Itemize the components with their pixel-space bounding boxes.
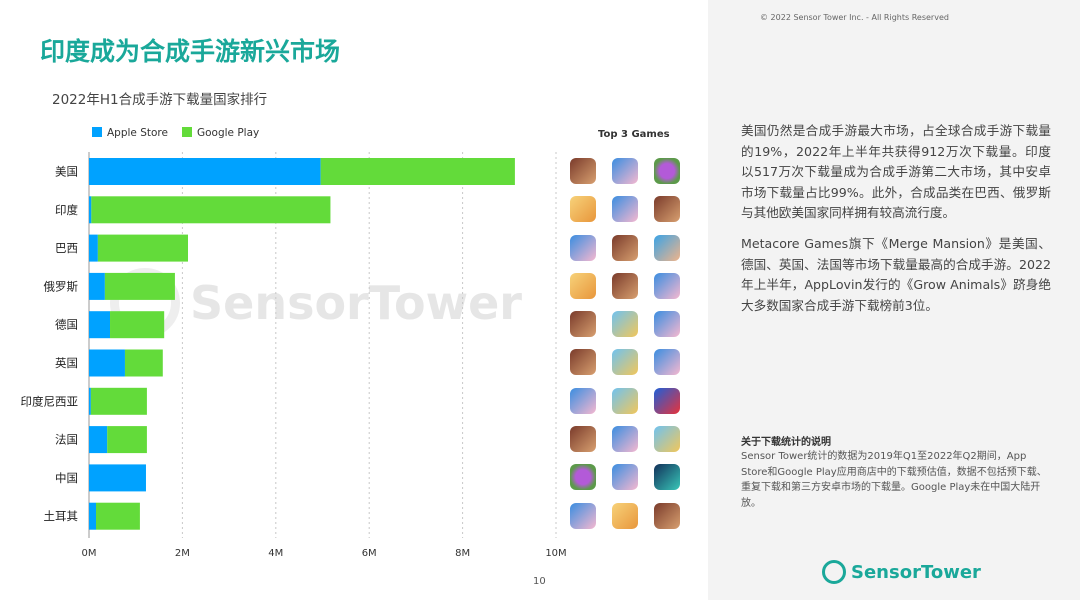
bar-google-0 — [320, 158, 515, 185]
game-icon-grow — [570, 387, 596, 414]
game-icon-egg — [570, 464, 596, 491]
bar-google-9 — [96, 502, 140, 530]
category-label: 法国 — [55, 433, 78, 447]
game-icon-mansion — [570, 426, 596, 453]
x-tick-label: 8M — [455, 548, 470, 559]
note-heading: 关于下载统计的说明 — [741, 437, 831, 448]
category-label: 美国 — [55, 165, 78, 179]
game-icon-mansion — [570, 349, 596, 376]
game-icon-grow — [612, 426, 638, 453]
logo-text: SensorTower — [851, 561, 981, 583]
category-label: 土耳其 — [44, 509, 79, 523]
legend: Apple Store Google Play — [92, 127, 259, 139]
x-tick-label: 4M — [268, 548, 283, 559]
game-icon-puzzle — [654, 464, 680, 491]
icon-row — [570, 349, 680, 387]
watermark-text: SensorTower — [190, 276, 522, 330]
icon-row — [570, 234, 680, 273]
category-label: 印度 — [55, 203, 78, 217]
page-number: 10 — [533, 576, 546, 587]
bar-apple-2 — [89, 234, 98, 262]
game-icon-boy — [654, 234, 680, 261]
game-icon-cat — [612, 502, 638, 529]
game-icon-egg — [654, 158, 680, 184]
game-icon-grow — [654, 311, 680, 338]
icon-row — [570, 272, 680, 311]
bar-apple-8 — [89, 464, 146, 492]
game-icon-cat — [570, 196, 596, 223]
icon-row — [570, 502, 680, 541]
chart-title: 2022年H1合成手游下载量国家排行 — [52, 92, 268, 108]
category-label: 中国 — [55, 471, 78, 485]
game-icon-mansion — [654, 196, 680, 223]
category-label: 巴西 — [55, 241, 78, 255]
legend-apple: Apple Store — [92, 127, 168, 139]
game-icon-grow — [612, 464, 638, 491]
game-icon-mansion — [654, 502, 680, 529]
bar-apple-5 — [89, 349, 125, 377]
note-text: Sensor Tower统计的数据为2019年Q1至2022年Q2期间，App … — [741, 451, 1047, 509]
bar-apple-0 — [89, 158, 321, 185]
legend-google-label: Google Play — [196, 127, 260, 139]
icon-row — [570, 196, 680, 234]
category-label: 德国 — [55, 318, 78, 332]
bar-apple-3 — [89, 272, 105, 300]
x-tick-label: 6M — [362, 548, 377, 559]
game-icon-grow — [654, 272, 680, 299]
x-tick-label: 10M — [545, 548, 566, 559]
bar-google-1 — [91, 196, 331, 224]
bar-apple-4 — [89, 311, 111, 339]
icon-row — [570, 158, 680, 196]
game-icon-car — [654, 387, 680, 414]
legend-google: Google Play — [181, 127, 260, 139]
bar-google-2 — [97, 234, 189, 262]
game-icon-grow — [612, 196, 638, 223]
icon-row — [570, 464, 680, 502]
icon-row — [570, 311, 680, 349]
game-icon-girl — [612, 349, 638, 376]
bar-google-3 — [104, 272, 175, 300]
logo-icon — [822, 560, 846, 584]
legend-apple-label: Apple Store — [107, 127, 168, 139]
copyright: © 2022 Sensor Tower Inc. - All Rights Re… — [760, 13, 949, 22]
bar-apple-6 — [89, 387, 91, 415]
game-icon-grow — [654, 349, 680, 376]
paragraph-1: 美国仍然是合成手游最大市场，占全球合成手游下载量的19%，2022年上半年共获得… — [741, 123, 1051, 220]
icon-row — [570, 426, 680, 464]
game-icon-mansion — [612, 272, 638, 299]
game-icon-grow — [570, 502, 596, 529]
chart-panel: SensorTower 印度成为合成手游新兴市场 2022年H1合成手游下载量国… — [20, 37, 680, 587]
bar-google-4 — [110, 311, 165, 339]
bar-google-6 — [90, 387, 147, 415]
category-label: 俄罗斯 — [44, 279, 79, 293]
game-icon-girl — [612, 311, 638, 338]
top3-label: Top 3 Games — [598, 129, 670, 140]
paragraph-2: Metacore Games旗下《Merge Mansion》是美国、德国、英国… — [741, 236, 1051, 313]
sensortower-logo: SensorTower — [822, 560, 981, 584]
category-label: 英国 — [55, 356, 78, 370]
game-icon-grow — [612, 158, 638, 184]
bar-apple-7 — [89, 426, 108, 454]
x-tick-label: 0M — [82, 548, 97, 559]
icon-row — [570, 387, 680, 426]
page-title: 印度成为合成手游新兴市场 — [40, 37, 341, 66]
bar-apple-1 — [89, 196, 92, 224]
game-icon-mansion — [570, 311, 596, 338]
text-panel — [708, 0, 1080, 600]
bar-google-7 — [107, 426, 147, 454]
game-icon-mansion — [612, 234, 638, 261]
bar-google-5 — [124, 349, 163, 377]
x-tick-label: 2M — [175, 548, 190, 559]
game-icon-grow — [570, 234, 596, 261]
game-icon-girl — [654, 426, 680, 453]
top3-icons — [570, 158, 680, 541]
game-icon-mansion — [570, 158, 596, 184]
bar-apple-9 — [89, 502, 97, 530]
category-label: 印度尼西亚 — [21, 394, 79, 408]
game-icon-girl — [612, 387, 638, 414]
game-icon-cat — [570, 272, 596, 299]
